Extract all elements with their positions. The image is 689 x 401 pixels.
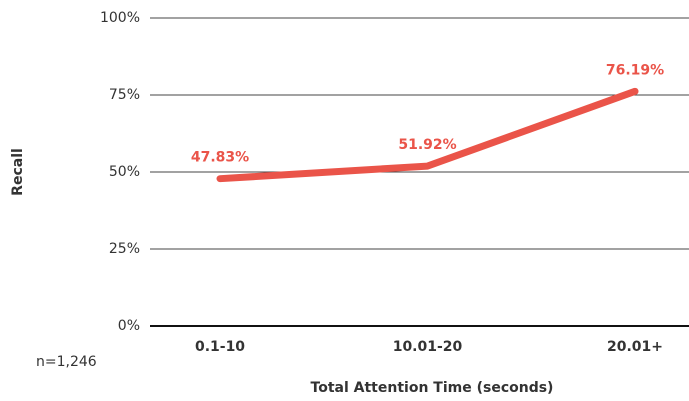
y-tick-label: 0%	[118, 318, 140, 334]
data-label: 51.92%	[398, 137, 456, 153]
data-line	[216, 87, 639, 183]
y-tick-label: 75%	[109, 87, 140, 103]
x-tick-label: 0.1-10	[195, 339, 245, 355]
y-tick-label: 25%	[109, 241, 140, 257]
y-tick-label: 100%	[100, 10, 140, 26]
x-tick-label: 10.01-20	[393, 339, 463, 355]
x-tick-label: 20.01+	[607, 339, 663, 355]
y-tick-label: 50%	[109, 164, 140, 180]
data-label: 47.83%	[191, 150, 249, 166]
annotation: n=1,246	[36, 354, 97, 370]
data-label: 76.19%	[606, 62, 664, 78]
y-axis-label: Recall	[10, 148, 26, 196]
x-axis-label: Total Attention Time (seconds)	[311, 380, 554, 396]
